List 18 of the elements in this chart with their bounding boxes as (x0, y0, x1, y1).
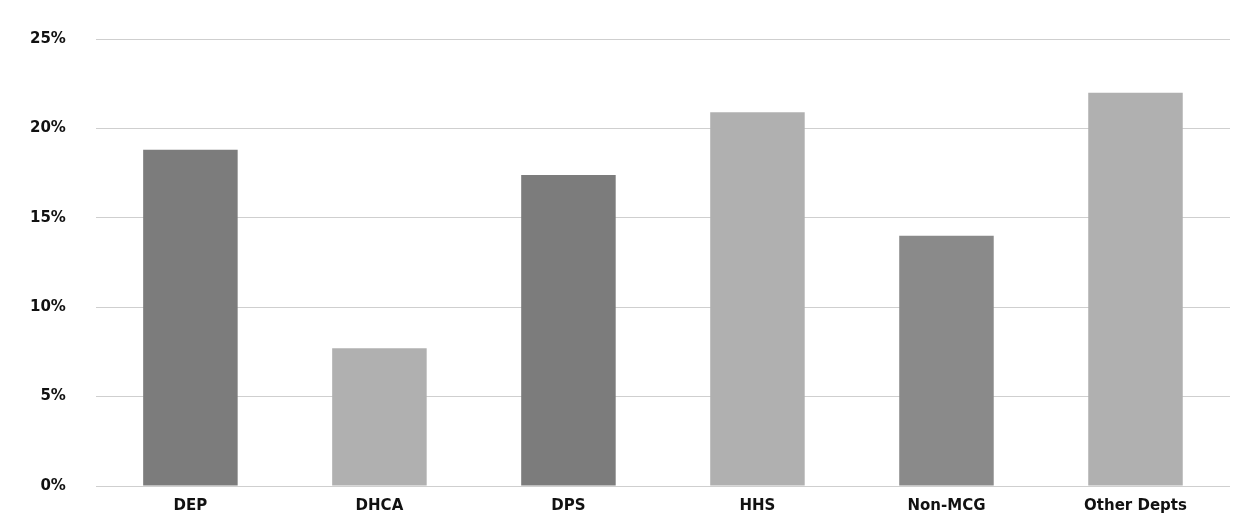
bar (521, 174, 616, 486)
y-tick-label: 5% (40, 386, 66, 405)
y-tick-label: 25% (30, 28, 66, 47)
bar (143, 149, 238, 486)
y-tick-label: 15% (30, 207, 66, 226)
bar (710, 112, 805, 486)
x-tick-label: DPS (551, 495, 586, 514)
y-tick-label: 20% (30, 118, 66, 137)
x-tick-label: Non-MCG (907, 495, 986, 514)
bar (1088, 92, 1183, 486)
y-tick-label: 10% (30, 297, 66, 316)
x-tick-label: DEP (173, 495, 208, 514)
bar (332, 348, 427, 486)
bar (899, 235, 994, 486)
x-tick-label: HHS (739, 495, 776, 514)
y-tick-label: 0% (40, 475, 66, 494)
x-tick-label: Other Depts (1084, 495, 1187, 514)
x-tick-label: DHCA (355, 495, 404, 514)
